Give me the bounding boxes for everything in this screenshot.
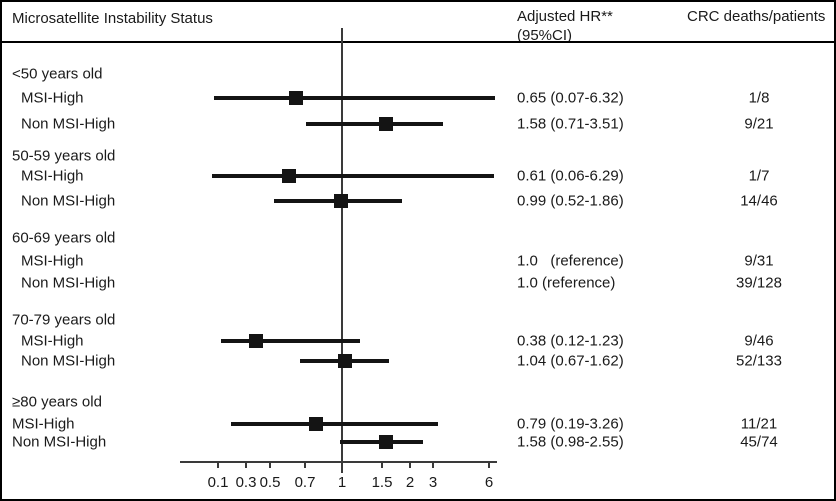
ci-line: [306, 122, 443, 126]
group-label: ≥80 years old: [12, 393, 102, 411]
figure-title: Microsatellite Instability Status: [12, 10, 213, 27]
deaths-value: 39/128: [736, 274, 782, 292]
axis-tick: [432, 461, 434, 468]
deaths-value: 45/74: [740, 433, 778, 451]
axis-tick-label: 1.5: [371, 474, 393, 491]
hr-value: 0.79 (0.19-3.26): [517, 415, 624, 433]
axis-tick: [409, 461, 411, 468]
row-label: Non MSI-High: [21, 192, 116, 210]
axis-tick-label: 6: [484, 474, 494, 491]
ci-line: [213, 96, 495, 100]
hr-marker: [338, 354, 353, 368]
row-label: MSI-High: [21, 89, 84, 107]
x-axis-line: [180, 461, 497, 463]
row-label: MSI-High: [21, 252, 84, 270]
ci-line: [212, 174, 495, 178]
row-label: Non MSI-High: [21, 352, 116, 370]
reference-line-hr1: [341, 28, 343, 473]
row-label: MSI-High: [21, 332, 84, 350]
hr-marker: [282, 169, 297, 183]
group-label: 60-69 years old: [12, 229, 116, 247]
column-header-adjusted-hr: Adjusted HR**: [517, 8, 613, 25]
group-label: <50 years old: [12, 65, 103, 83]
row-label: Non MSI-High: [12, 433, 107, 451]
hr-marker: [379, 435, 394, 449]
axis-tick-label: 3: [428, 474, 438, 491]
deaths-value: 9/46: [744, 332, 774, 350]
hr-value: 0.61 (0.06-6.29): [517, 167, 624, 185]
hr-value: 0.99 (0.52-1.86): [517, 192, 624, 210]
hr-value: 0.38 (0.12-1.23): [517, 332, 624, 350]
axis-tick-label: 0.3: [235, 474, 257, 491]
axis-tick: [381, 461, 383, 468]
hr-value: 0.65 (0.07-6.32): [517, 89, 624, 107]
axis-tick-label: 2: [405, 474, 415, 491]
hr-value: 1.0 (reference): [517, 274, 616, 292]
axis-tick: [269, 461, 271, 468]
deaths-value: 9/31: [744, 252, 774, 270]
ci-line: [230, 422, 438, 426]
axis-tick-label: 1: [337, 474, 347, 491]
row-label: Non MSI-High: [21, 274, 116, 292]
axis-tick: [304, 461, 306, 468]
axis-tick-label: 0.5: [259, 474, 281, 491]
group-label: 50-59 years old: [12, 147, 116, 165]
hr-marker: [333, 194, 348, 208]
deaths-value: 1/7: [748, 167, 770, 185]
header-divider-line: [2, 41, 834, 43]
axis-tick: [245, 461, 247, 468]
hr-value: 1.58 (0.98-2.55): [517, 433, 624, 451]
hr-marker: [379, 117, 394, 131]
axis-tick: [488, 461, 490, 468]
row-label: MSI-High: [21, 167, 84, 185]
hr-value: 1.0 (reference): [517, 252, 624, 270]
row-label: Non MSI-High: [21, 115, 116, 133]
deaths-value: 14/46: [740, 192, 778, 210]
axis-tick: [217, 461, 219, 468]
deaths-value: 52/133: [736, 352, 782, 370]
axis-tick-label: 0.1: [207, 474, 229, 491]
group-label: 70-79 years old: [12, 311, 116, 329]
hr-marker: [248, 334, 263, 348]
axis-tick-label: 0.7: [294, 474, 316, 491]
hr-value: 1.04 (0.67-1.62): [517, 352, 624, 370]
deaths-value: 9/21: [744, 115, 774, 133]
hr-value: 1.58 (0.71-3.51): [517, 115, 624, 133]
deaths-value: 1/8: [748, 89, 770, 107]
column-header-crc-deaths: CRC deaths/patients: [687, 8, 826, 25]
row-label: MSI-High: [12, 415, 75, 433]
deaths-value: 11/21: [740, 415, 778, 433]
column-header-ci: (95%CI): [517, 27, 573, 44]
hr-marker: [309, 417, 324, 431]
hr-marker: [289, 91, 304, 105]
ci-line: [220, 339, 361, 343]
